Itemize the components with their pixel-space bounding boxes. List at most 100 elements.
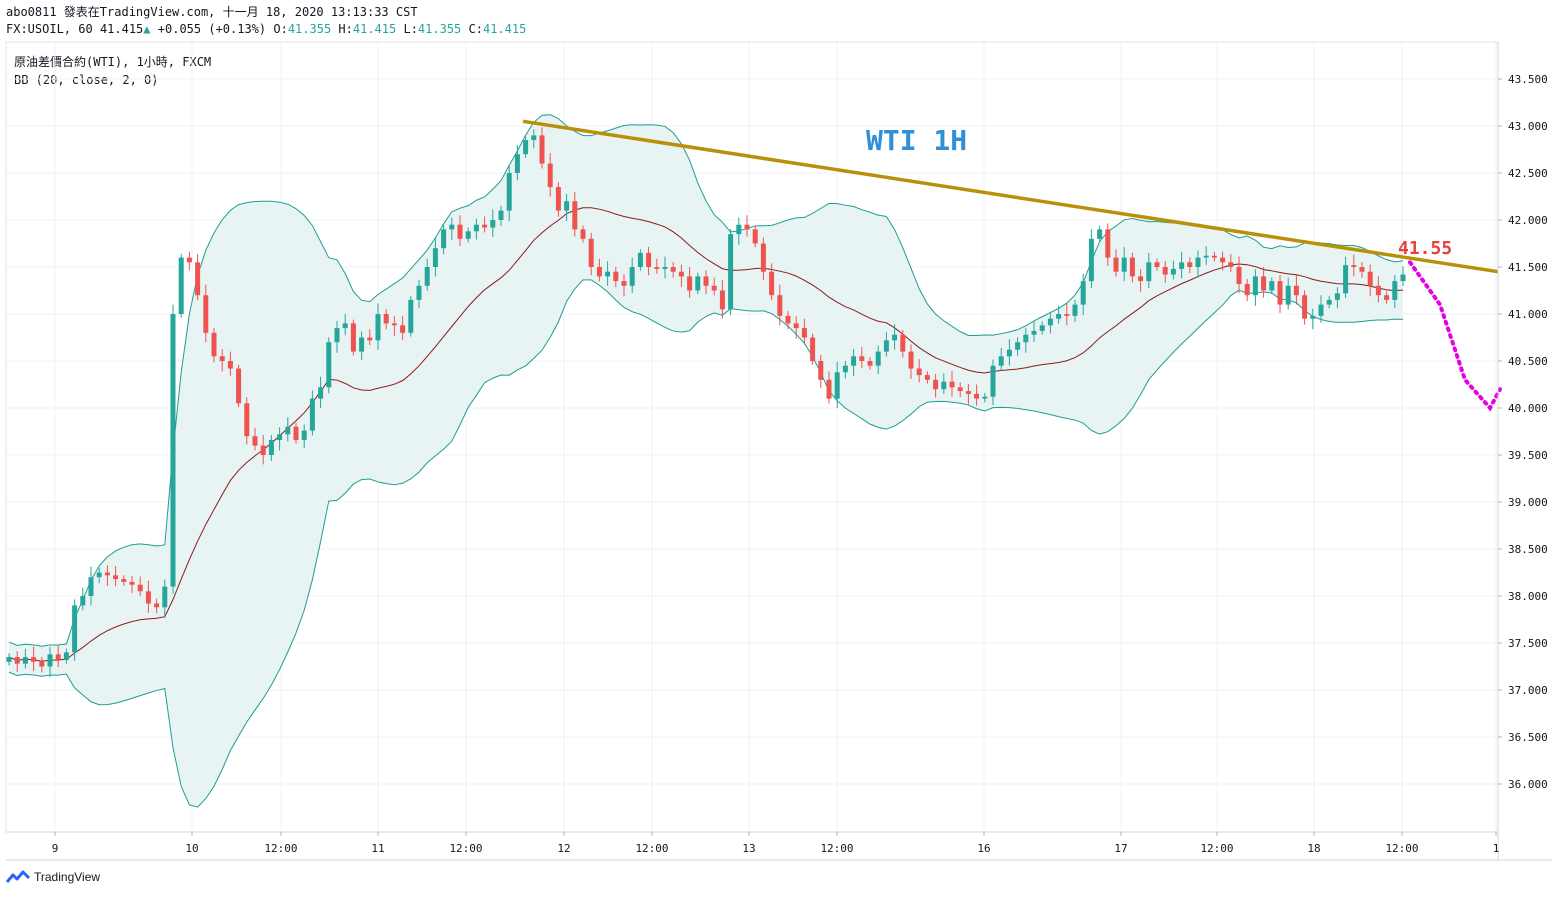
indicator-label: BB (20, close, 2, 0) — [14, 73, 159, 87]
candle-body — [1211, 255, 1217, 258]
candle-body — [88, 577, 94, 596]
candle-body — [285, 426, 291, 435]
candle-body — [178, 257, 184, 314]
candle-body — [1367, 271, 1373, 286]
candle-body — [416, 285, 422, 300]
x-tick-label: 13 — [742, 842, 755, 855]
candle-body — [752, 229, 758, 244]
candle-body — [293, 426, 299, 440]
candle-body — [1252, 276, 1258, 296]
y-tick-label: 36.500 — [1508, 731, 1548, 744]
up-arrow-icon: ▲ — [143, 22, 151, 36]
candle-body — [588, 238, 594, 267]
y-tick-label: 42.000 — [1508, 214, 1548, 227]
candle-body — [572, 201, 578, 230]
low-label: L: — [403, 22, 418, 36]
candle-body — [1293, 285, 1299, 296]
x-tick-label: 10 — [185, 842, 198, 855]
candle-body — [465, 231, 471, 239]
candle-body — [342, 323, 348, 329]
candle-body — [916, 368, 922, 376]
candle-body — [457, 224, 463, 239]
candle-body — [1015, 342, 1021, 350]
candle-body — [539, 135, 545, 164]
y-tick-label: 38.500 — [1508, 543, 1548, 556]
candle-body — [244, 403, 250, 437]
band-fill — [9, 114, 1403, 808]
candle-body — [260, 445, 266, 455]
candle-body — [965, 391, 971, 394]
candle-body — [908, 351, 914, 369]
candle-body — [834, 372, 840, 399]
candle-body — [482, 224, 488, 228]
x-tick-label: 16 — [977, 842, 990, 855]
x-tick-label: 12:00 — [1385, 842, 1418, 855]
candle-body — [892, 334, 898, 341]
candle-body — [777, 295, 783, 316]
candle-body — [933, 379, 939, 390]
price-chart[interactable]: WTI 1H 41.55 43.500 43.000 42.500 42.000 41.5… — [0, 0, 1560, 868]
candle-body — [555, 187, 561, 211]
grid — [5, 41, 1499, 833]
y-tick-label: 43.500 — [1508, 73, 1548, 86]
candle-body — [1269, 281, 1275, 291]
footer-brand[interactable]: TradingView — [6, 870, 100, 884]
candle-body — [449, 224, 455, 230]
candle-body — [1195, 257, 1201, 267]
last-price: 41.415 — [99, 22, 144, 36]
high-label: H: — [338, 22, 353, 36]
candle-body — [14, 657, 20, 664]
candle-body — [1203, 255, 1209, 258]
y-tick-label: 40.500 — [1508, 355, 1548, 368]
y-tick-label: 39.500 — [1508, 449, 1548, 462]
candle-body — [1088, 238, 1094, 282]
candle-body — [810, 337, 816, 361]
candle-body — [605, 271, 611, 277]
candle-body — [1400, 274, 1406, 282]
x-tick-label: 12:00 — [449, 842, 482, 855]
candle-body — [1343, 265, 1349, 294]
ohlc-row: FX:USOIL, 60 41.415▲ +0.055 (+0.13%) O:4… — [6, 21, 526, 38]
candle-body — [137, 584, 143, 592]
candle-body — [646, 252, 652, 267]
chart-header: abo0811 發表在TradingView.com, 十一月 18, 2020… — [6, 4, 526, 38]
x-tick-label: 1 — [1493, 842, 1500, 855]
candle-body — [490, 220, 496, 228]
candle-body — [383, 314, 389, 324]
candle-body — [1129, 257, 1135, 277]
candle-body — [1154, 262, 1160, 267]
candle-body — [678, 271, 684, 277]
y-tick-label: 43.000 — [1508, 120, 1548, 133]
x-tick-label: 12 — [557, 842, 570, 855]
candle-body — [22, 657, 28, 664]
candle-body — [728, 234, 734, 310]
candle-body — [277, 434, 283, 440]
y-tick-label: 42.500 — [1508, 167, 1548, 180]
candle-body — [1244, 283, 1250, 296]
candle-body — [957, 387, 963, 392]
candle-body — [1228, 262, 1234, 267]
candle-body — [1392, 281, 1398, 300]
instrument-title: 原油差價合約(WTI), 1小時, FXCM — [14, 55, 212, 69]
candle-body — [1302, 295, 1308, 319]
resistance-trendline — [522, 119, 1499, 274]
candle-body — [736, 224, 742, 235]
candle-body — [252, 436, 258, 446]
candle-body — [514, 154, 520, 173]
candle-body — [1064, 314, 1070, 316]
candle-body — [145, 591, 151, 604]
candle-body — [47, 654, 53, 667]
candle-body — [1097, 229, 1103, 239]
candle-body — [473, 224, 479, 232]
candle-body — [523, 140, 529, 155]
close-label: C: — [468, 22, 483, 36]
brand-label: TradingView — [34, 870, 101, 884]
candle-body — [1121, 257, 1127, 272]
candle-body — [227, 361, 233, 369]
y-tick-label: 37.000 — [1508, 684, 1548, 697]
candle-body — [309, 398, 315, 431]
candle-body — [1031, 330, 1037, 335]
y-tick-label: 40.000 — [1508, 402, 1548, 415]
candle-body — [564, 201, 570, 211]
axes: 43.500 43.000 42.500 42.000 41.500 41.000 40.5… — [6, 42, 1552, 861]
